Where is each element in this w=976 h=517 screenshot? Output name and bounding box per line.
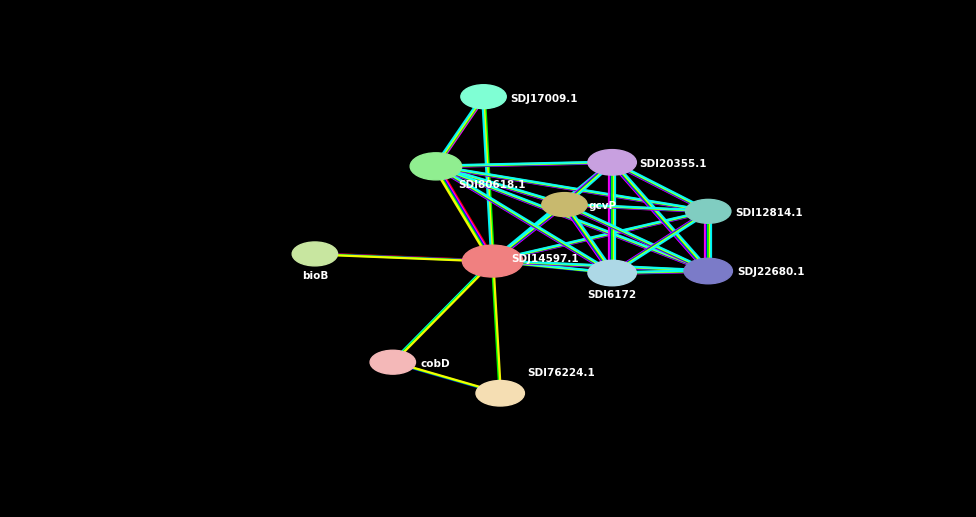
Circle shape <box>588 260 636 286</box>
Text: SDI76224.1: SDI76224.1 <box>527 368 595 378</box>
Circle shape <box>542 193 588 217</box>
Circle shape <box>476 381 524 406</box>
Circle shape <box>461 85 507 109</box>
Text: SDI6172: SDI6172 <box>588 290 636 300</box>
Circle shape <box>370 350 416 374</box>
Text: SDJ17009.1: SDJ17009.1 <box>510 94 578 104</box>
Text: SDI80618.1: SDI80618.1 <box>459 180 526 190</box>
Circle shape <box>410 153 462 180</box>
Circle shape <box>292 242 338 266</box>
Text: gcvP: gcvP <box>589 201 617 211</box>
Text: SDI20355.1: SDI20355.1 <box>639 159 707 170</box>
Text: SDI12814.1: SDI12814.1 <box>736 208 803 218</box>
Circle shape <box>685 200 731 223</box>
Circle shape <box>588 149 636 175</box>
Circle shape <box>463 245 523 277</box>
Text: bioB: bioB <box>302 271 328 281</box>
Text: SDJ14597.1: SDJ14597.1 <box>511 254 579 264</box>
Circle shape <box>684 258 732 284</box>
Text: cobD: cobD <box>420 359 450 369</box>
Text: SDJ22680.1: SDJ22680.1 <box>737 267 804 277</box>
